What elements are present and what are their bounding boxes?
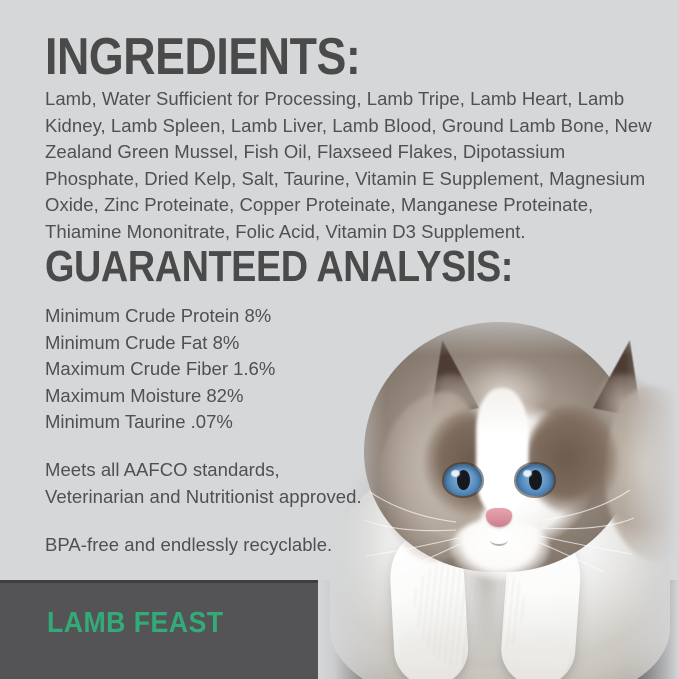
- guaranteed-analysis-heading: GUARANTEED ANALYSIS:: [45, 242, 513, 291]
- ingredients-body-text: Lamb, Water Sufficient for Processing, L…: [45, 88, 652, 242]
- cat-ear-left: [414, 335, 480, 419]
- list-item: Minimum Taurine .07%: [45, 411, 233, 433]
- cat-ear-right: [592, 335, 658, 419]
- list-item: Minimum Crude Fat 8%: [45, 331, 240, 353]
- cat-eye-left: [444, 464, 482, 496]
- list-item: Maximum Moisture 82%: [45, 384, 244, 406]
- cat-eye-right: [516, 464, 554, 496]
- cat-pupil-left: [456, 470, 470, 490]
- cat-eye-glint-left: [451, 470, 460, 477]
- cat-forehead-fur: [456, 358, 552, 412]
- cat-mask-left: [424, 410, 510, 514]
- cat-mouth: [490, 534, 508, 546]
- product-name: LAMB FEAST: [47, 607, 224, 639]
- cat-facial-blaze: [476, 388, 528, 514]
- cat-pupil-right: [528, 470, 542, 490]
- veterinarian-approved-line: Veterinarian and Nutritionist approved.: [45, 485, 362, 507]
- footer-top-rule: [0, 580, 679, 583]
- list-item: Maximum Crude Fiber 1.6%: [45, 358, 276, 380]
- guaranteed-analysis-list: Minimum Crude Protein 8% Minimum Crude F…: [45, 303, 275, 436]
- ingredients-heading: INGREDIENTS:: [45, 28, 361, 86]
- cat-ear-tuft-left: [418, 374, 484, 448]
- claims-block: Meets all AAFCO standards, Veterinarian …: [45, 457, 405, 510]
- cat-eye-glint-right: [523, 470, 532, 477]
- cat-nose: [486, 508, 512, 527]
- list-item: Minimum Crude Protein 8%: [45, 305, 272, 326]
- cat-ear-tuft-right: [590, 374, 656, 448]
- cat-muzzle: [450, 518, 550, 580]
- cat-cheek-fur-right: [604, 386, 679, 562]
- packaging-claim-line: BPA-free and endlessly recyclable.: [45, 534, 333, 555]
- aafco-standards-line: Meets all AAFCO standards,: [45, 459, 280, 480]
- cat-mask-right: [526, 406, 618, 514]
